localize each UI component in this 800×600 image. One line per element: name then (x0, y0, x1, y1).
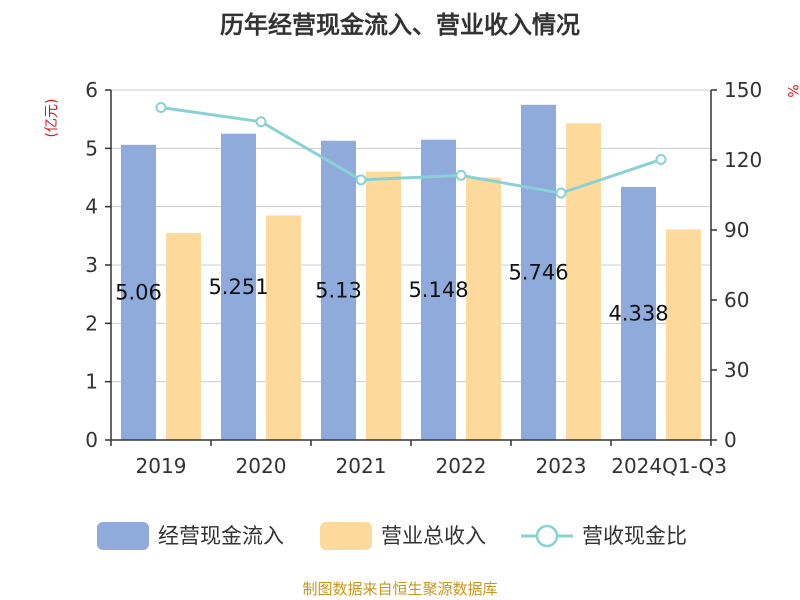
data-label-cash-inflow: 5.13 (315, 278, 362, 302)
bar-revenue (266, 215, 301, 440)
right-axis-tick-label: 0 (724, 428, 737, 452)
x-axis-tick-label: 2019 (136, 454, 187, 478)
x-axis-tick-label: 2021 (336, 454, 387, 478)
data-label-cash-inflow: 5.251 (208, 275, 268, 299)
left-axis-tick-label: 5 (85, 136, 98, 160)
legend-marker-ratio (535, 524, 559, 548)
ratio-line (155, 102, 667, 199)
legend-label-cash-inflow: 经营现金流入 (158, 524, 284, 548)
bar-cash-inflow (421, 139, 456, 440)
bar-revenue (366, 171, 401, 440)
right-axis-tick-label: 150 (724, 78, 762, 102)
data-label-cash-inflow: 4.338 (608, 301, 668, 325)
left-axis-tick-label: 6 (85, 78, 98, 102)
bar-cash-inflow (221, 133, 256, 441)
ratio-point (555, 187, 567, 199)
x-axis-tick-label: 2022 (436, 454, 487, 478)
left-axis-tick-label: 3 (85, 253, 98, 277)
x-axis-tick-label: 2020 (236, 454, 287, 478)
data-labels: 5.06 5.251 5.13 5.148 5.746 4.338 (115, 260, 668, 325)
x-axis-tick-label: 2023 (536, 454, 587, 478)
bar-revenue (466, 177, 501, 440)
left-axis-tick-label: 0 (85, 428, 98, 452)
bar-cash-inflow (521, 104, 556, 441)
x-axis-tick-label: 2024Q1-Q3 (611, 454, 727, 478)
right-axis-tick-label: 90 (724, 218, 749, 242)
right-axis-tick-label: 60 (724, 288, 749, 312)
ratio-point (355, 174, 367, 186)
source-note: 制图数据来自恒生聚源数据库 (302, 580, 497, 598)
legend: 经营现金流入 营业总收入 营收现金比 (97, 522, 687, 550)
bar-cash-inflow (121, 144, 156, 441)
bars (121, 104, 701, 441)
legend-swatch-revenue (320, 522, 372, 550)
ratio-point (255, 116, 267, 128)
bar-cash-inflow (621, 186, 656, 440)
left-axis-tick-label: 4 (85, 195, 98, 219)
legend-swatch-cash-inflow (97, 522, 149, 550)
bar-revenue (166, 232, 201, 440)
gridlines (111, 89, 711, 383)
ratio-point (455, 169, 467, 181)
legend-label-revenue: 营业总收入 (381, 524, 486, 548)
data-label-cash-inflow: 5.148 (408, 278, 468, 302)
left-axis-tick-label: 2 (85, 311, 98, 335)
ratio-polyline (160, 106, 662, 195)
right-axis-unit: % (784, 84, 800, 97)
ratio-point (655, 154, 667, 166)
bar-cash-inflow (321, 140, 356, 440)
legend-label-ratio: 营收现金比 (582, 524, 687, 548)
bar-revenue (566, 123, 601, 440)
chart-title: 历年经营现金流入、营业收入情况 (220, 11, 580, 39)
right-axis-tick-label: 120 (724, 148, 762, 172)
bar-revenue (666, 229, 701, 440)
left-axis-tick-label: 1 (85, 370, 98, 394)
data-label-cash-inflow: 5.06 (115, 280, 162, 304)
right-axis-tick-label: 30 (724, 358, 749, 382)
ratio-point (155, 102, 167, 113)
left-axis-unit: (亿元) (44, 99, 60, 138)
data-label-cash-inflow: 5.746 (508, 260, 568, 284)
